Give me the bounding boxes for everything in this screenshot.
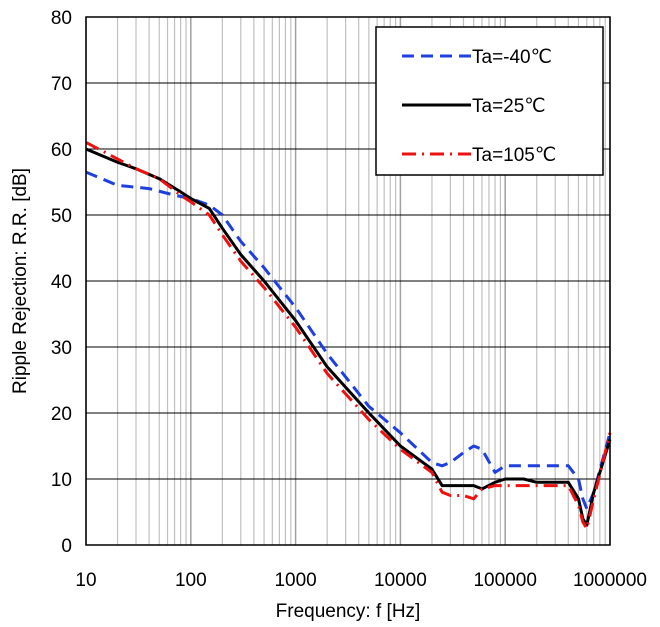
x-tick-label: 1000: [274, 570, 316, 591]
x-axis-tick-labels: 10 100 1000 10000 100000 1000000: [75, 570, 647, 591]
y-tick-label: 0: [61, 536, 72, 557]
y-tick-label: 40: [51, 272, 72, 293]
series-line-2: [85, 147, 612, 527]
legend: Ta=-40℃ Ta=25℃ Ta=105℃: [375, 26, 604, 176]
series-line-1: [85, 170, 612, 511]
y-tick-label: 80: [51, 8, 72, 29]
x-tick-label: 1000000: [573, 570, 647, 591]
y-tick-label: 10: [51, 470, 72, 491]
y-tick-label: 30: [51, 338, 72, 359]
legend-label-2: Ta=25℃: [472, 96, 546, 117]
x-axis-label: Frequency: f [Hz]: [276, 601, 421, 622]
y-tick-label: 50: [51, 206, 72, 227]
legend-box: [375, 26, 604, 176]
x-tick-label: 10000: [374, 570, 427, 591]
y-axis-tick-labels: 0 10 20 30 40 50 60 70 80: [51, 8, 72, 557]
x-tick-label: 100000: [473, 570, 536, 591]
y-tick-label: 60: [51, 140, 72, 161]
x-tick-label: 100: [175, 570, 207, 591]
x-tick-label: 10: [75, 570, 96, 591]
y-axis-label: Ripple Rejection: R.R. [dB]: [10, 168, 31, 394]
legend-label-1: Ta=-40℃: [472, 47, 552, 68]
series-line-3: [85, 141, 612, 530]
y-tick-label: 20: [51, 404, 72, 425]
legend-label-3: Ta=105℃: [472, 145, 556, 166]
y-tick-label: 70: [51, 74, 72, 95]
plot-area-frame: [85, 16, 611, 546]
series-layer: [85, 141, 612, 530]
